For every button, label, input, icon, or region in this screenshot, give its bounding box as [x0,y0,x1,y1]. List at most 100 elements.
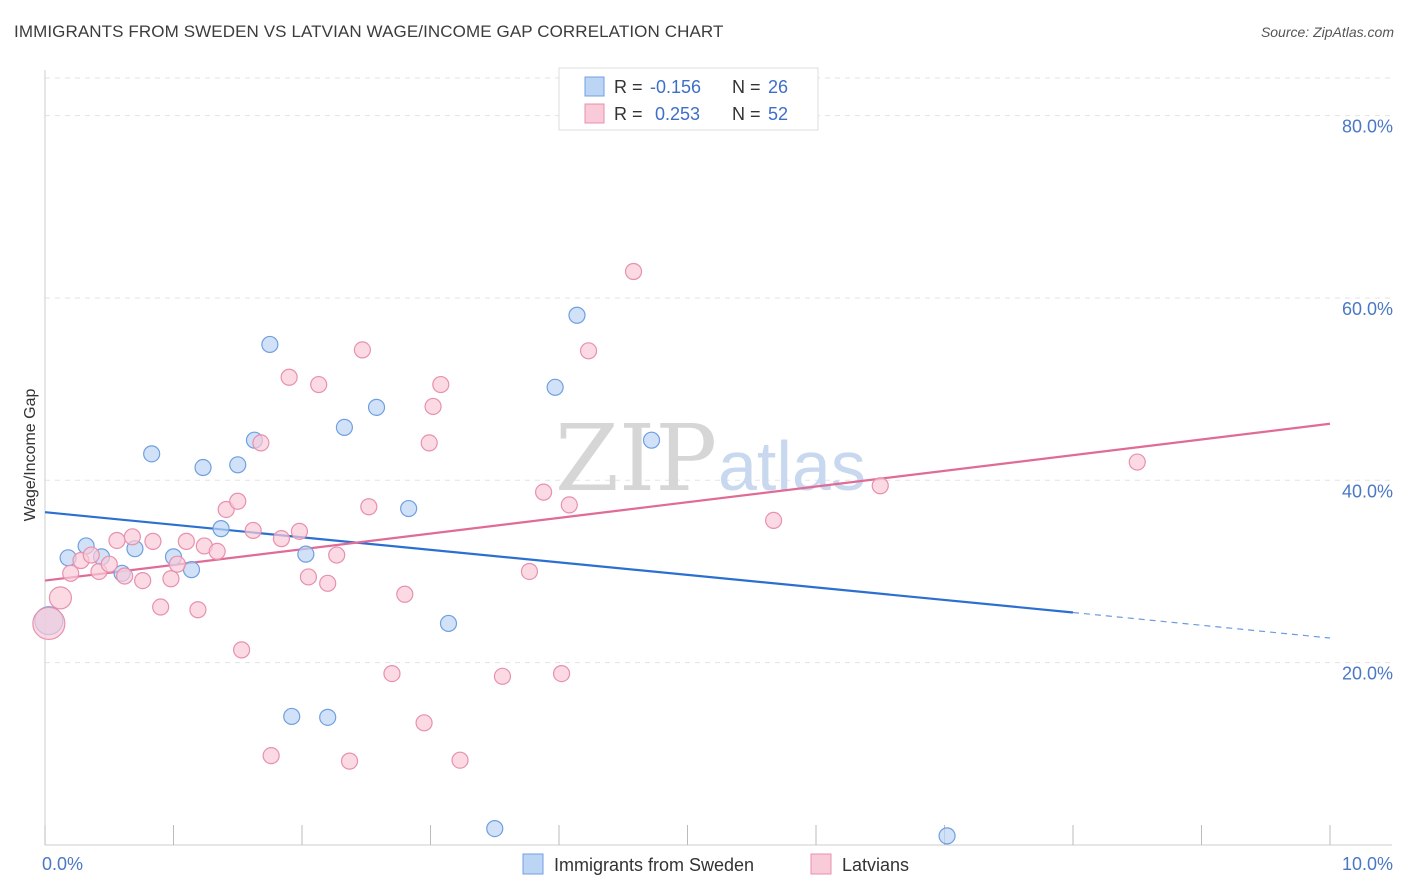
latvians-point-38 [420,434,438,452]
stats-legend-swatch-pink [584,103,605,124]
stats-n-value-blue: 26 [768,77,788,97]
x-tick-label-0: 0.0% [42,854,83,874]
latvians-point-42 [493,667,512,685]
latvians-point-41 [451,751,469,769]
latvians-point-30 [319,574,337,592]
stats-r-value-blue: -0.156 [650,77,701,97]
sweden-point-21 [486,819,504,838]
stats-n-label-pink: N = [732,104,761,124]
y-tick-label-80: 80.0% [1342,117,1393,137]
y-tick-label-40: 40.0% [1342,481,1393,501]
latvians-point-2 [62,564,80,582]
x-tick-labels: 0.0% 10.0% [42,854,1393,874]
latvians-point-19 [217,500,235,519]
latvians-point-37 [415,714,433,732]
latvians-point-23 [252,434,270,452]
legend-swatch-latvians [810,853,832,875]
latvians-point-22 [244,521,262,540]
sweden-point-23 [568,306,586,324]
latvians-point-46 [560,496,578,514]
latvians-point-4 [82,546,100,564]
stats-legend-swatch-blue [584,76,605,97]
y-axis-title: Wage/Income Gap [22,389,39,522]
latvians-point-39 [424,397,442,416]
sweden-point-19 [400,499,418,518]
latvians-point-32 [340,752,359,770]
latvians-point-31 [328,546,346,564]
legend-label-sweden: Immigrants from Sweden [554,855,754,875]
y-tick-label-60: 60.0% [1342,299,1393,319]
latvians-point-13 [162,570,180,588]
source-label: Source: ZipAtlas.com [1260,24,1394,40]
sweden-point-10 [212,520,230,538]
latvians-point-24 [262,747,280,765]
latvians-point-28 [299,568,318,586]
stats-legend: R = -0.156 N = 26 R = 0.253 N = 52 [558,67,819,131]
sweden-trend-extension [1072,611,1331,639]
latvians-point-10 [134,571,152,590]
latvians-point-45 [552,664,571,683]
latvians-point-0 [32,606,66,641]
latvians-point-36 [396,585,414,603]
latvians-point-14 [168,555,186,573]
stats-n-label-blue: N = [732,77,761,97]
y-tick-labels: 20.0% 40.0% 60.0% 80.0% [1342,117,1393,684]
axes [44,70,1392,846]
sweden-point-22 [546,378,564,396]
stats-n-value-pink: 52 [768,104,788,124]
latvians-point-29 [310,375,328,394]
latvians-point-11 [144,532,162,550]
latvians-point-48 [624,262,643,281]
watermark-atlas: atlas [718,427,866,505]
sweden-point-15 [297,545,315,563]
series-legend: Immigrants from Sweden Latvians [522,853,909,875]
latvians-point-16 [189,601,207,619]
sweden-point-18 [367,398,386,416]
sweden-point-25 [938,827,956,845]
latvians-point-50 [871,477,889,495]
latvians-point-8 [116,567,134,585]
y-tick-label-20: 20.0% [1342,664,1393,684]
latvians-point-34 [360,498,378,516]
grid-lines [45,77,1392,664]
latvians-point-21 [233,641,251,659]
latvians-point-12 [152,598,170,616]
latvians-point-43 [520,562,539,581]
latvians-trend-line [44,422,1331,582]
latvians-point-27 [290,522,309,540]
latvians-point-33 [353,341,371,359]
sweden-point-24 [642,431,661,449]
sweden-point-20 [439,614,458,633]
latvians-point-49 [764,511,783,530]
latvians-point-6 [100,555,118,573]
stats-r-value-pink: 0.253 [655,104,700,124]
latvians-point-25 [272,530,291,548]
legend-label-latvians: Latvians [842,855,909,875]
latvians-point-15 [177,532,195,550]
sweden-point-17 [335,418,354,437]
latvians-point-40 [432,375,450,394]
sweden-point-9 [194,458,212,477]
chart-title: IMMIGRANTS FROM SWEDEN VS LATVIAN WAGE/I… [14,22,724,41]
data-points [32,262,1146,845]
legend-swatch-sweden [522,853,544,875]
latvians-point-51 [1128,453,1146,471]
latvians-point-18 [208,542,226,561]
latvians-point-26 [280,368,298,386]
latvians-point-1 [48,586,73,610]
latvians-point-9 [123,528,141,546]
x-tick-label-1: 10.0% [1342,854,1393,874]
watermark: ZIP atlas [555,405,866,512]
latvians-point-7 [108,531,126,550]
latvians-point-20 [229,492,247,510]
stats-r-label-blue: R = [614,77,643,97]
sweden-point-14 [283,707,301,726]
latvians-point-44 [534,483,553,501]
sweden-point-11 [229,456,247,474]
sweden-point-6 [143,445,161,463]
latvians-point-35 [383,664,401,683]
watermark-zip: ZIP [555,405,717,512]
latvians-point-47 [579,342,598,360]
sweden-point-13 [261,335,279,354]
